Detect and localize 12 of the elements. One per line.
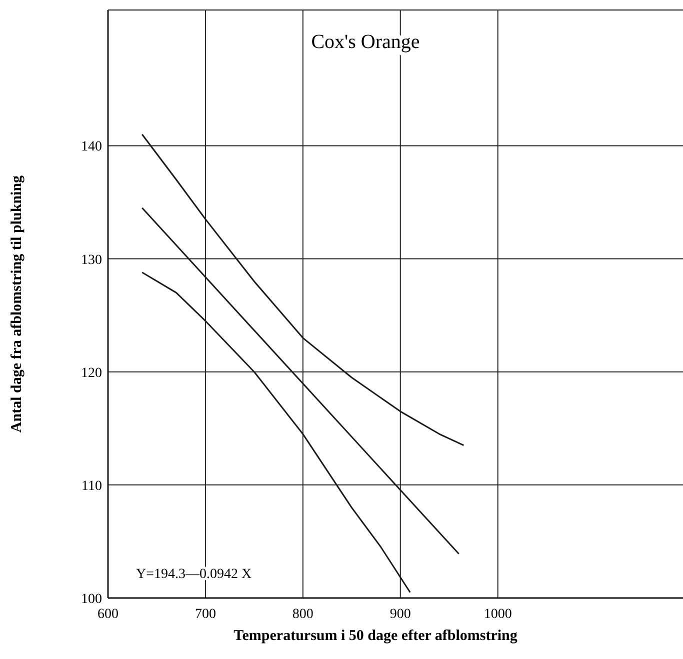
y-tick-label: 110 xyxy=(82,478,102,494)
y-tick-label: 140 xyxy=(81,140,102,155)
x-tick-label: 600 xyxy=(98,607,118,622)
y-tick-label: 130 xyxy=(81,252,102,268)
y-axis-title: Antal dage fra afblomstring til plukning xyxy=(9,174,25,433)
y-tick-label: 120 xyxy=(81,366,102,381)
x-tick-label: 800 xyxy=(292,607,314,622)
x-tick-label: 1000 xyxy=(484,607,512,622)
x-axis-title: Temperatursum i 50 dage efter afblomstring xyxy=(234,628,518,644)
x-tick-label: 900 xyxy=(390,607,411,622)
y-tick-label: 100 xyxy=(81,592,102,607)
x-tick-label: 700 xyxy=(194,607,216,622)
